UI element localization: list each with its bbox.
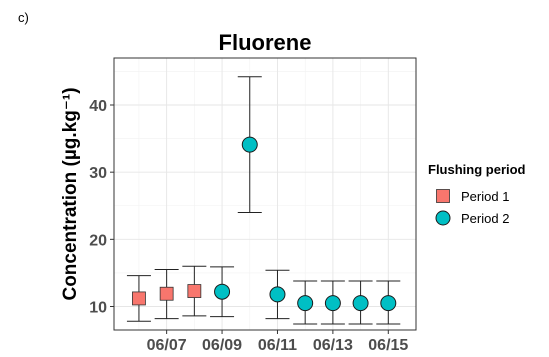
data-point-square (187, 284, 202, 298)
y-axis-label: Concentration (µg.kg⁻¹) (60, 87, 81, 300)
chart-title: Fluorene (219, 30, 312, 55)
data-point-circle (352, 295, 369, 312)
legend-label: Period 1 (461, 189, 509, 204)
data-point-circle (297, 295, 314, 312)
error-bars (126, 76, 401, 325)
x-tick-label: 06/07 (147, 337, 187, 354)
y-tick-label: 20 (89, 232, 107, 249)
data-point-circle (214, 283, 231, 300)
legend: Flushing period Period 1 Period 2 (428, 162, 526, 226)
legend-label: Period 2 (461, 211, 509, 226)
x-tick-label: 06/15 (368, 337, 408, 354)
x-tick-label: 06/13 (313, 337, 353, 354)
x-axis: 06/07 06/09 06/11 06/13 06/15 (147, 330, 408, 354)
data-point-square (132, 291, 146, 306)
x-tick-label: 06/09 (202, 337, 242, 354)
y-tick-label: 10 (89, 299, 107, 316)
data-point-circle (324, 295, 341, 312)
legend-key-square (436, 189, 450, 203)
data-point-circle (241, 136, 258, 153)
data-point-circle (380, 295, 397, 312)
y-tick-label: 30 (89, 165, 107, 182)
grid-lines (114, 58, 417, 330)
data-point-square (159, 286, 174, 301)
y-axis: 10 20 30 40 (89, 98, 114, 316)
plot-panel-border (113, 57, 417, 331)
legend-title: Flushing period (428, 162, 526, 177)
data-points (132, 136, 397, 312)
x-tick-label: 06/11 (258, 337, 297, 354)
legend-key-circle (435, 210, 451, 226)
panel-label: c) (18, 10, 29, 25)
data-point-circle (269, 286, 286, 303)
y-tick-label: 40 (89, 98, 107, 115)
